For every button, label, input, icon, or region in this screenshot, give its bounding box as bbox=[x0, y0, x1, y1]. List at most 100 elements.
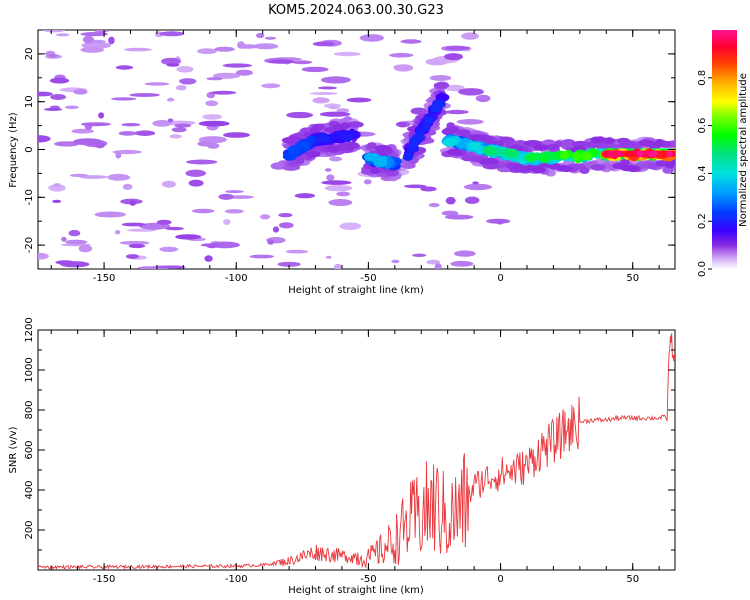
spectrogram-cell bbox=[572, 151, 581, 161]
spectrogram-cell bbox=[129, 93, 160, 97]
spectrogram-cell bbox=[320, 76, 351, 84]
spectrogram-cell bbox=[80, 31, 108, 37]
y-tick-label: 1000 bbox=[24, 357, 35, 382]
spectrogram-cell bbox=[412, 253, 427, 257]
spectrogram-cell bbox=[44, 107, 63, 111]
spectrogram-cell bbox=[301, 66, 329, 73]
spectrogram-cell bbox=[560, 150, 570, 160]
spectrogram-cell bbox=[166, 97, 175, 102]
spectrogram-cell bbox=[326, 174, 335, 181]
spectrogram-cell bbox=[301, 141, 311, 151]
spectrogram-cell bbox=[202, 114, 223, 120]
spectrogram-cell bbox=[339, 222, 362, 230]
spectrogram-cell bbox=[409, 136, 421, 146]
spectrogram-cell bbox=[435, 93, 450, 102]
y-tick-label: 200 bbox=[24, 520, 35, 539]
spectrogram-cell bbox=[285, 249, 309, 254]
spectrogram-cell bbox=[336, 191, 351, 197]
spectrogram-cell bbox=[94, 141, 105, 149]
spectrogram-cell bbox=[204, 255, 213, 262]
spectrogram-cell bbox=[94, 30, 109, 33]
spectrogram-cell bbox=[446, 46, 470, 50]
spectrogram-cell bbox=[175, 234, 202, 240]
spectrogram-cell bbox=[272, 226, 280, 233]
spectrogram-cell bbox=[329, 156, 343, 162]
colorbar-tick-label: 0.8 bbox=[697, 70, 708, 86]
spectrogram-cell bbox=[441, 210, 459, 216]
spectrogram-cell bbox=[206, 244, 218, 249]
spectrogram-cell bbox=[50, 94, 66, 100]
spectrogram-cell bbox=[391, 259, 400, 264]
spectrogram-cell bbox=[48, 184, 66, 192]
spectrogram-cell bbox=[284, 136, 302, 143]
spectrogram-cell bbox=[378, 155, 387, 165]
spectrogram-cell bbox=[128, 243, 146, 249]
spectrogram-y-ticks: -20 -10 0 10 20 bbox=[24, 29, 675, 270]
spectrogram-cell bbox=[532, 166, 546, 174]
spectrogram-cell bbox=[98, 112, 105, 119]
spectrogram-cell bbox=[171, 127, 187, 133]
spectrogram-cell bbox=[317, 133, 330, 143]
spectrogram-cell bbox=[210, 90, 237, 95]
spectrogram-cell bbox=[185, 169, 206, 177]
spectrogram-cell bbox=[328, 199, 353, 206]
colorbar-tick-label: 0.0 bbox=[697, 261, 708, 277]
spectrogram-cell bbox=[334, 263, 342, 269]
spectrogram-cell bbox=[404, 184, 427, 189]
spectrogram-cell bbox=[152, 120, 172, 127]
spectrogram-cell bbox=[73, 138, 103, 146]
spectrogram-cell bbox=[197, 48, 217, 55]
spectrogram-cell bbox=[53, 183, 61, 188]
spectrogram-cell bbox=[80, 122, 111, 127]
spectrogram-cell bbox=[579, 167, 590, 174]
spectrogram-cell bbox=[420, 186, 437, 192]
spectrogram-cell bbox=[666, 150, 673, 158]
colorbar-tick-label: 0.2 bbox=[697, 213, 708, 229]
spectrogram-cell bbox=[580, 151, 593, 161]
spectrogram-cell bbox=[78, 244, 93, 253]
x-tick-label: 50 bbox=[626, 574, 639, 585]
x-tick-label: -100 bbox=[225, 273, 248, 284]
snr-y-label: SNR (v/v) bbox=[8, 426, 19, 473]
spectrogram-cell bbox=[651, 150, 659, 158]
spectrogram-cell bbox=[444, 84, 465, 92]
spectrogram-cell bbox=[475, 94, 491, 103]
spectrogram-cell bbox=[38, 135, 51, 143]
spectrogram-cell bbox=[123, 47, 152, 52]
spectrogram-cell bbox=[461, 154, 474, 162]
spectrogram-cell bbox=[571, 140, 590, 148]
y-tick-label: 0 bbox=[24, 146, 35, 152]
spectrogram-cell bbox=[264, 36, 277, 40]
spectrogram-cell bbox=[319, 111, 351, 117]
spectrogram-cell bbox=[624, 150, 631, 158]
spectrogram-cell bbox=[442, 138, 457, 147]
spectrogram-cell bbox=[144, 82, 170, 86]
y-tick-label: -10 bbox=[24, 189, 35, 205]
spectrogram-cell bbox=[156, 219, 172, 225]
spectrogram-cell bbox=[533, 144, 549, 151]
colorbar-label: Normalized spectral amplitude bbox=[738, 73, 749, 227]
spectrogram-cell bbox=[402, 152, 414, 161]
spectrogram-cell bbox=[463, 183, 492, 191]
y-tick-label: 20 bbox=[24, 48, 35, 61]
spectrogram-cell bbox=[206, 77, 223, 81]
spectrogram-cell bbox=[359, 34, 384, 42]
spectrogram-cell bbox=[636, 150, 644, 158]
colorbar-tick-label: 0.4 bbox=[697, 165, 708, 181]
spectrogram-cell bbox=[267, 239, 275, 245]
spectrogram-cell bbox=[324, 168, 332, 172]
spectrogram-marks bbox=[38, 30, 675, 269]
spectrogram-cell bbox=[214, 46, 235, 52]
spectrogram-cell bbox=[55, 260, 75, 265]
spectrogram-cell bbox=[121, 222, 146, 227]
spectrogram-cell bbox=[115, 65, 134, 70]
spectrogram-cell bbox=[364, 152, 377, 162]
spectrogram-cell bbox=[450, 260, 474, 267]
y-tick-label: 1200 bbox=[24, 317, 35, 342]
x-tick-label: -150 bbox=[93, 273, 116, 284]
spectrogram-cell bbox=[212, 72, 241, 79]
spectrogram-cell bbox=[223, 132, 250, 138]
spectrogram-cell bbox=[126, 254, 139, 259]
x-tick-label: -50 bbox=[360, 273, 376, 284]
